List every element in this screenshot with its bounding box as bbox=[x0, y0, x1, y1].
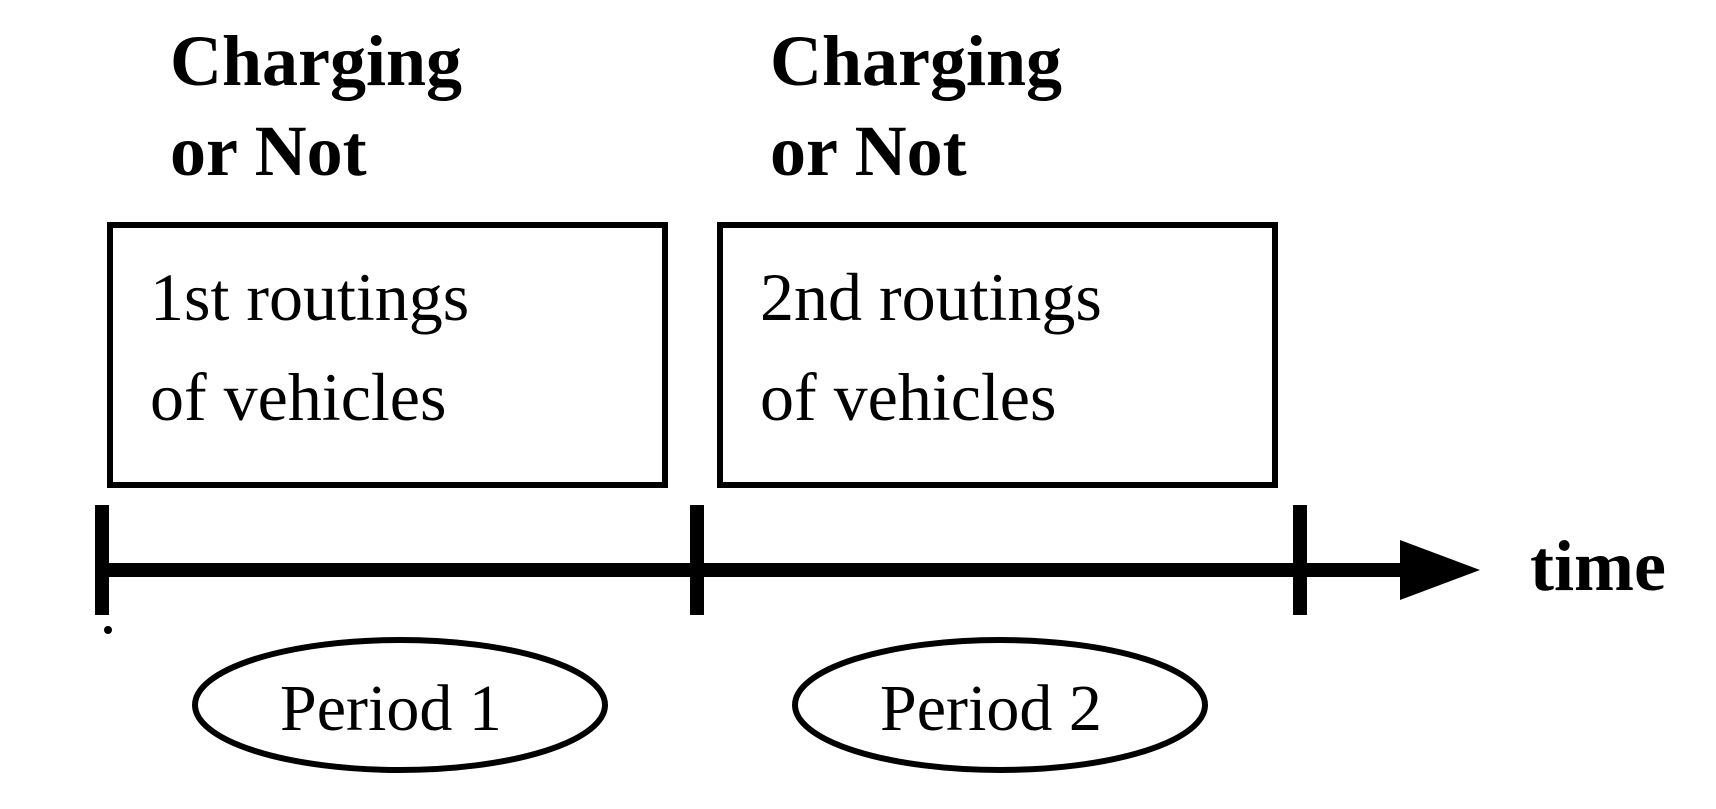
box2-line2: of vehicles bbox=[760, 359, 1056, 435]
heading2-line1: Charging bbox=[770, 21, 1062, 101]
time-axis-label: time bbox=[1530, 526, 1666, 606]
box1-line2: of vehicles bbox=[150, 359, 446, 435]
heading1-line1: Charging bbox=[170, 21, 462, 101]
box1-line1: 1st routings bbox=[150, 259, 469, 335]
timeline-diagram: Charging or Not Charging or Not 1st routings… bbox=[0, 0, 1716, 809]
stray-dot bbox=[104, 626, 112, 634]
ellipse1-label: Period 1 bbox=[280, 672, 502, 745]
box2-line1: 2nd routings bbox=[760, 259, 1102, 335]
ellipse2-label: Period 2 bbox=[880, 672, 1102, 745]
heading1-line2: or Not bbox=[170, 111, 367, 191]
heading2-line2: or Not bbox=[770, 111, 967, 191]
